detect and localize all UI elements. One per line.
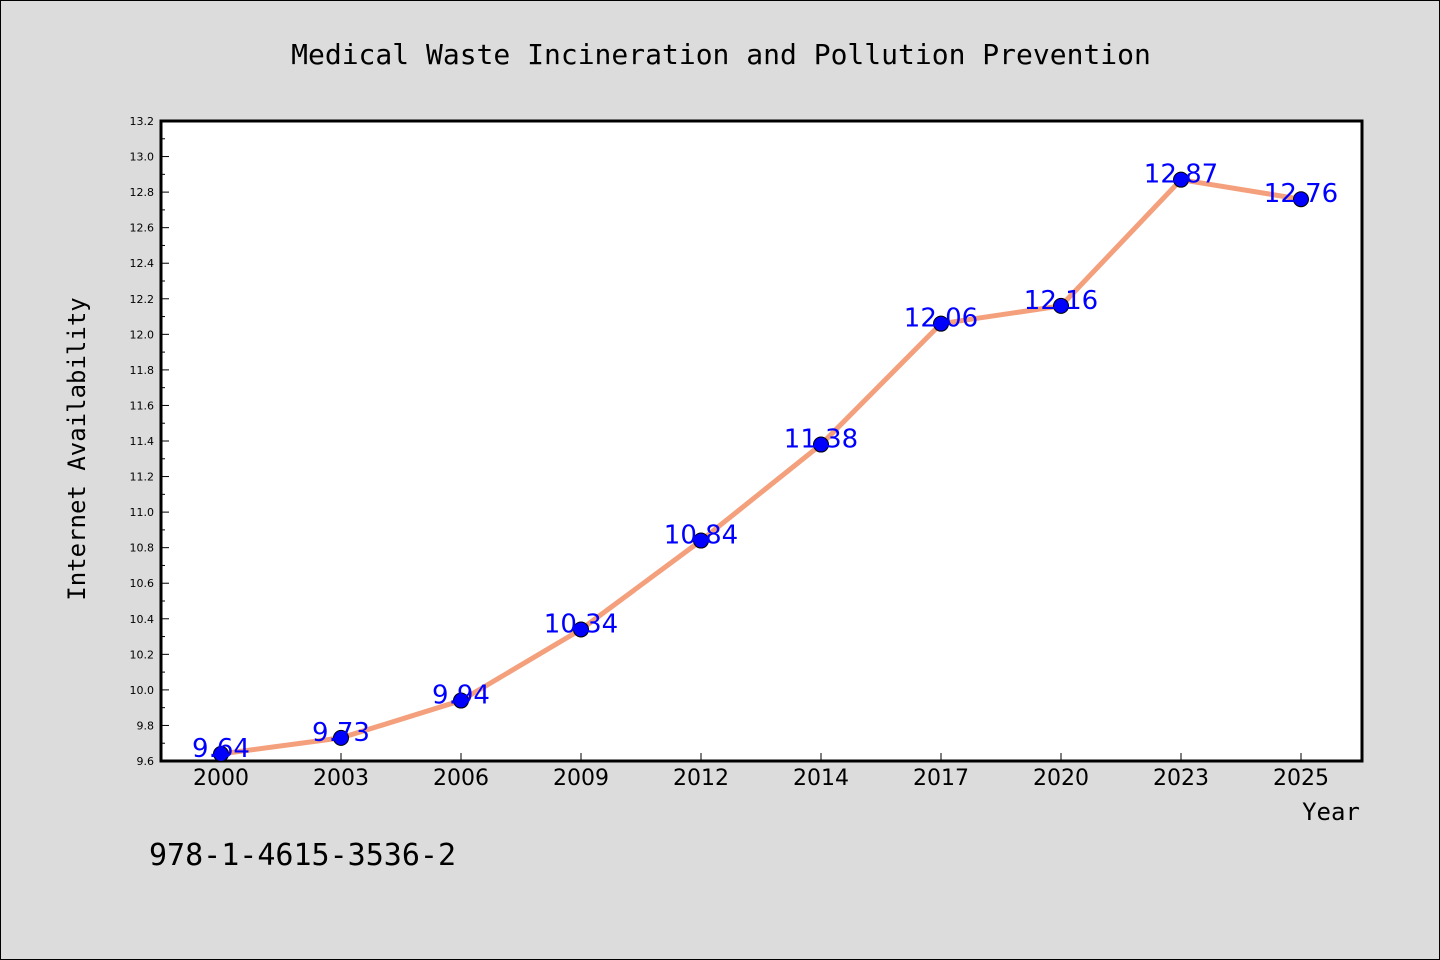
data-point	[453, 692, 469, 709]
data-labels: 9.64 9.73 9.94 10.34 10.84 11.38 12.06 12.16 12.…	[192, 160, 1338, 764]
y-tick-label: 11.6	[130, 399, 155, 412]
x-tick-label: 2000	[193, 766, 249, 791]
isbn-annotation: 978-1-4615-3536-2	[149, 838, 456, 873]
y-tick-label: 10.2	[130, 648, 155, 661]
x-axis-label: Year	[1302, 798, 1360, 826]
y-tick-label: 11.0	[130, 506, 155, 519]
data-label: 10.34	[544, 609, 618, 639]
data-label: 12.87	[1144, 160, 1218, 190]
data-point	[933, 315, 949, 332]
series-line-group	[213, 171, 1309, 762]
y-axis: 9.6 9.8 10.0 10.2 10.4 10.6 10.8 11.0 11.2 11.4 11…	[130, 115, 169, 768]
x-tick-label: 2014	[793, 766, 849, 791]
data-point	[1293, 191, 1309, 208]
y-tick-label: 13.0	[130, 151, 155, 164]
y-tick-label: 10.8	[130, 542, 155, 555]
x-tick-label: 2017	[913, 766, 969, 791]
x-tick-label: 2012	[673, 766, 729, 791]
y-tick-label: 11.8	[130, 364, 155, 377]
data-label: 9.94	[432, 681, 490, 711]
data-point	[1053, 297, 1069, 314]
x-tick-label: 2025	[1273, 766, 1329, 791]
x-tick-label: 2003	[313, 766, 369, 791]
x-tick-label: 2009	[553, 766, 609, 791]
y-tick-label: 12.6	[130, 222, 155, 235]
y-tick-label: 12.2	[130, 293, 155, 306]
y-tick-label: 12.8	[130, 186, 155, 199]
data-label: 12.06	[904, 304, 978, 334]
data-point	[1173, 171, 1189, 188]
data-label: 9.73	[312, 718, 370, 748]
data-label: 11.38	[784, 425, 858, 455]
y-tick-label: 12.0	[130, 328, 155, 341]
data-label: 12.16	[1024, 286, 1098, 316]
y-tick-label: 10.0	[130, 684, 155, 697]
y-tick-label: 13.2	[130, 115, 155, 128]
data-label: 12.76	[1264, 179, 1338, 209]
y-tick-label: 10.4	[130, 613, 155, 626]
x-tick-label: 2020	[1033, 766, 1089, 791]
chart-title: Medical Waste Incineration and Pollution…	[291, 38, 1151, 71]
y-tick-label: 10.6	[130, 577, 155, 590]
y-tick-label: 9.8	[137, 719, 155, 732]
data-point	[573, 621, 589, 638]
data-point	[813, 436, 829, 453]
y-tick-label: 11.2	[130, 471, 155, 484]
series-line	[220, 177, 1302, 757]
plot-area	[159, 119, 1364, 763]
data-point	[333, 729, 349, 746]
data-label: 10.84	[664, 521, 738, 551]
y-axis-label: Internet Availability	[63, 297, 91, 600]
x-tick-label: 2023	[1153, 766, 1209, 791]
x-tick-label: 2006	[433, 766, 489, 791]
data-point	[693, 532, 709, 549]
y-tick-label: 11.4	[130, 435, 155, 448]
y-tick-label: 9.6	[137, 755, 155, 768]
y-tick-label: 12.4	[130, 257, 155, 270]
data-point	[213, 745, 229, 762]
x-axis: 2000 2003 2006 2009 2012 2014 2017 2020 2023 2025	[193, 753, 1329, 791]
data-label: 9.64	[192, 734, 250, 764]
